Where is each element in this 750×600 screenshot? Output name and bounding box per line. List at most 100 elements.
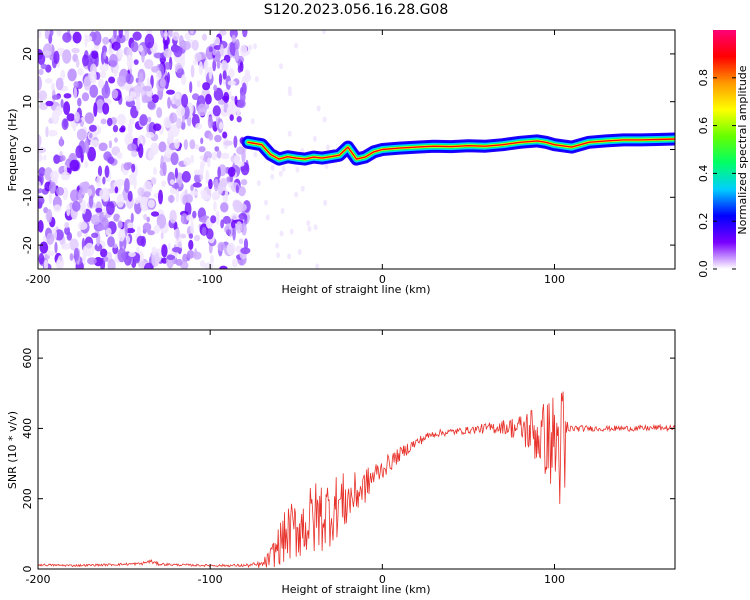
noise-blob bbox=[53, 50, 60, 64]
noise-blob bbox=[114, 186, 119, 194]
noise-blob bbox=[128, 251, 136, 257]
noise-blob bbox=[167, 96, 171, 109]
noise-blob bbox=[94, 243, 103, 252]
y-tick-label: -10 bbox=[21, 188, 34, 206]
noise-blob bbox=[112, 124, 119, 133]
noise-blob bbox=[81, 92, 90, 102]
noise-blob bbox=[235, 184, 239, 194]
y-tick-label: 0 bbox=[21, 146, 34, 153]
noise-blob bbox=[220, 44, 224, 57]
noise-blob bbox=[212, 59, 217, 72]
noise-blob bbox=[66, 204, 71, 217]
noise-blob bbox=[195, 123, 203, 130]
noise-blob bbox=[201, 194, 211, 200]
noise-blob bbox=[63, 101, 71, 115]
noise-blob bbox=[189, 190, 199, 196]
noise-blob bbox=[38, 154, 43, 162]
noise-blob bbox=[300, 185, 305, 192]
noise-blob bbox=[38, 195, 45, 206]
noise-blob bbox=[248, 44, 253, 51]
noise-blob bbox=[60, 155, 66, 162]
noise-blob bbox=[229, 114, 234, 121]
noise-blob bbox=[159, 78, 166, 88]
noise-blob bbox=[84, 161, 88, 168]
noise-blob bbox=[238, 238, 244, 245]
noise-blob bbox=[183, 139, 188, 150]
x-tick-label: 100 bbox=[544, 273, 565, 286]
noise-blob bbox=[39, 94, 43, 105]
noise-blob bbox=[87, 257, 97, 265]
noise-blob bbox=[156, 214, 167, 229]
noise-blob bbox=[133, 175, 137, 190]
noise-blob bbox=[108, 76, 116, 84]
noise-blob bbox=[167, 72, 170, 84]
noise-blob bbox=[102, 176, 106, 185]
noise-blob bbox=[213, 178, 219, 192]
noise-blob bbox=[126, 54, 134, 70]
noise-blob bbox=[233, 135, 238, 148]
noise-blob bbox=[306, 220, 311, 227]
noise-blob bbox=[107, 48, 115, 55]
noise-blob bbox=[180, 55, 186, 68]
noise-blob bbox=[118, 229, 126, 242]
noise-blob bbox=[223, 140, 233, 146]
noise-blob bbox=[54, 229, 64, 241]
noise-blob bbox=[161, 257, 168, 264]
snr-x-axis-label: Height of straight line (km) bbox=[281, 583, 430, 596]
noise-blob bbox=[184, 32, 191, 40]
noise-blob bbox=[213, 84, 218, 92]
noise-blob bbox=[163, 48, 172, 58]
noise-blob bbox=[190, 184, 194, 192]
noise-blob bbox=[234, 48, 240, 62]
noise-blob bbox=[203, 60, 209, 71]
noise-blob bbox=[289, 228, 294, 235]
noise-blob bbox=[220, 219, 225, 229]
noise-blob bbox=[214, 146, 220, 152]
noise-blob bbox=[143, 262, 154, 269]
noise-blob bbox=[102, 102, 110, 115]
noise-blob bbox=[184, 189, 188, 196]
noise-blob bbox=[161, 180, 166, 188]
x-tick-label: 0 bbox=[379, 573, 386, 586]
noise-blob bbox=[38, 52, 46, 66]
noise-blob bbox=[63, 93, 72, 99]
noise-blob bbox=[158, 189, 163, 205]
noise-blob bbox=[190, 64, 195, 78]
noise-blob bbox=[83, 76, 91, 91]
y-tick-label: 10 bbox=[21, 95, 34, 109]
noise-blob bbox=[236, 146, 245, 155]
noise-blob bbox=[117, 48, 123, 59]
noise-blob bbox=[243, 238, 249, 250]
noise-blob bbox=[264, 199, 268, 206]
noise-blob bbox=[235, 221, 243, 234]
noise-blob bbox=[240, 179, 248, 186]
noise-blob bbox=[222, 131, 228, 139]
y-tick-label: 200 bbox=[21, 488, 34, 509]
noise-blob bbox=[176, 105, 186, 117]
noise-blob bbox=[72, 200, 81, 212]
noise-blob bbox=[45, 100, 54, 107]
noise-blob bbox=[60, 98, 64, 109]
noise-blob bbox=[198, 61, 203, 75]
noise-blob bbox=[233, 155, 240, 165]
noise-blob bbox=[147, 199, 155, 208]
noise-blob bbox=[136, 235, 145, 246]
noise-blob bbox=[57, 255, 65, 269]
noise-blob bbox=[175, 93, 180, 100]
noise-blob bbox=[84, 33, 88, 48]
noise-blob bbox=[116, 34, 126, 44]
noise-blob bbox=[203, 262, 214, 269]
noise-blob bbox=[89, 84, 99, 98]
noise-blob bbox=[69, 159, 80, 172]
noise-blob bbox=[100, 118, 107, 125]
noise-blob bbox=[120, 125, 126, 133]
x-tick-label: 0 bbox=[379, 273, 386, 286]
noise-blob bbox=[127, 222, 134, 229]
y-tick-label: 0 bbox=[21, 566, 34, 573]
noise-blob bbox=[234, 39, 240, 50]
noise-blob bbox=[206, 228, 214, 240]
figure-title: S120.2023.056.16.28.G08 bbox=[264, 2, 449, 18]
noise-blob bbox=[287, 253, 292, 260]
noise-blob bbox=[89, 132, 93, 139]
